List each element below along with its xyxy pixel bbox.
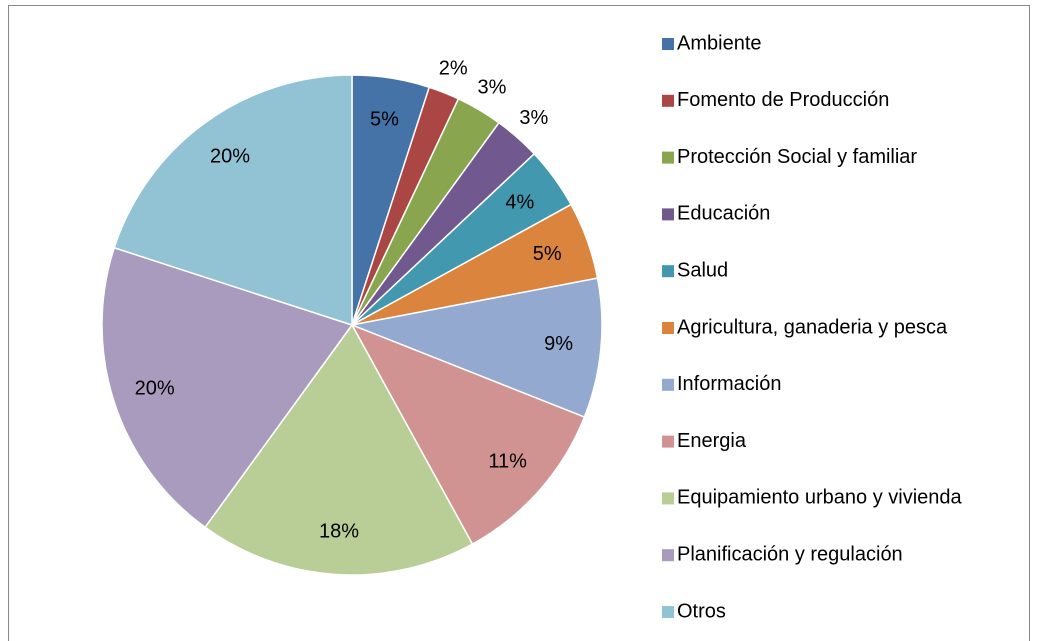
pie-slice: [113, 74, 353, 327]
data-label: 18%: [319, 520, 359, 542]
pie-slice: [101, 246, 354, 529]
data-label: 9%: [544, 333, 573, 355]
pie-slice: [349, 277, 603, 419]
legend-label: Salud: [677, 259, 728, 281]
legend-swatch: [662, 322, 674, 334]
data-label: 20%: [135, 377, 175, 399]
legend-label: Energia: [677, 430, 747, 452]
legend-swatch: [662, 208, 674, 221]
legend-label: Planificación y regulación: [677, 543, 903, 565]
legend-swatch: [662, 94, 674, 107]
pie-slice: [204, 323, 474, 576]
legend-label: Ambiente: [677, 32, 762, 54]
legend-swatch: [662, 606, 674, 618]
legend-swatch: [662, 265, 674, 278]
legend-swatch: [662, 549, 674, 562]
legend-swatch: [662, 38, 674, 50]
legend-label: Fomento de Producción: [677, 89, 889, 111]
legend-label: Equipamiento urbano y vivienda: [677, 487, 963, 509]
legend-label: Protección Social y familiar: [677, 146, 917, 168]
data-label: 4%: [505, 191, 534, 213]
legend-swatch: [662, 435, 674, 448]
legend-swatch: [662, 151, 674, 164]
legend-label: Agricultura, ganaderia y pesca: [677, 316, 948, 338]
data-label: 2%: [439, 58, 468, 80]
pie-slice: [350, 323, 586, 546]
legend-swatch: [662, 492, 674, 505]
legend-swatch: [662, 378, 674, 391]
data-label: 3%: [478, 77, 507, 99]
legend-label: Otros: [677, 600, 726, 622]
data-label: 5%: [370, 108, 399, 130]
data-label: 5%: [533, 243, 562, 265]
data-label: 3%: [519, 107, 548, 129]
data-label: 20%: [210, 145, 250, 167]
legend-label: Información: [677, 373, 782, 395]
legend-label: Educación: [677, 203, 770, 225]
data-label: 11%: [488, 451, 527, 473]
